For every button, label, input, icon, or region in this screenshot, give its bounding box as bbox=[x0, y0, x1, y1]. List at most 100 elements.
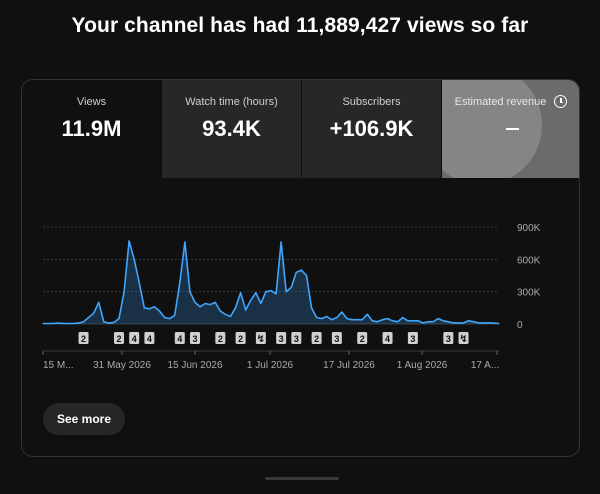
data-point bbox=[204, 302, 206, 305]
data-point bbox=[381, 319, 384, 321]
upload-marker bbox=[235, 332, 246, 344]
data-point bbox=[346, 318, 348, 320]
data-point bbox=[108, 322, 110, 324]
data-point bbox=[280, 241, 282, 243]
data-point bbox=[376, 321, 378, 323]
data-point bbox=[371, 320, 373, 322]
y-tick-label: 300K bbox=[517, 288, 541, 299]
upload-count: 2 bbox=[314, 334, 319, 344]
data-point bbox=[473, 321, 475, 323]
y-tick-label: 900K bbox=[517, 223, 541, 234]
data-point bbox=[62, 322, 64, 324]
upload-count: 4 bbox=[385, 334, 390, 344]
shorts-icon: ↯ bbox=[459, 334, 467, 345]
data-point bbox=[255, 292, 257, 294]
x-tick-label: 15 M... bbox=[43, 360, 74, 371]
data-point bbox=[143, 307, 145, 309]
upload-marker bbox=[407, 332, 418, 344]
upload-marker bbox=[382, 332, 393, 344]
upload-count: 3 bbox=[334, 334, 339, 344]
x-tick-label: 17 Jul 2026 bbox=[323, 360, 375, 371]
data-point bbox=[164, 316, 166, 319]
upload-count: 3 bbox=[279, 334, 284, 344]
analytics-card: Views 11.9M Watch time (hours) 93.4K Sub… bbox=[21, 79, 580, 457]
data-point bbox=[128, 240, 130, 242]
data-point bbox=[285, 291, 287, 293]
data-point bbox=[113, 321, 115, 323]
data-point bbox=[321, 318, 323, 320]
data-point bbox=[118, 318, 120, 320]
tab-watch-time[interactable]: Watch time (hours) 93.4K bbox=[162, 80, 302, 178]
data-point bbox=[47, 322, 49, 325]
revenue-label: Estimated revenue bbox=[454, 96, 547, 108]
data-point bbox=[174, 314, 176, 316]
data-point bbox=[341, 311, 343, 313]
data-point bbox=[224, 313, 226, 315]
series-area bbox=[43, 241, 499, 324]
data-point bbox=[209, 304, 211, 306]
data-point bbox=[392, 320, 394, 322]
watch-time-value: 93.4K bbox=[202, 116, 261, 141]
data-point bbox=[326, 315, 328, 318]
data-point bbox=[57, 322, 59, 324]
data-point bbox=[422, 322, 424, 324]
data-point bbox=[133, 258, 135, 260]
data-point bbox=[169, 318, 171, 320]
upload-marker bbox=[331, 332, 342, 344]
data-point bbox=[300, 269, 302, 271]
tab-estimated-revenue[interactable]: Estimated revenue bbox=[442, 80, 579, 178]
upload-marker bbox=[215, 332, 226, 344]
data-point bbox=[82, 321, 85, 323]
x-tick-label: 31 May 2026 bbox=[93, 360, 151, 371]
y-tick-label: 600K bbox=[517, 255, 541, 266]
data-point bbox=[305, 274, 308, 277]
upload-count: 2 bbox=[218, 334, 223, 344]
data-point bbox=[412, 320, 414, 322]
upload-count: 2 bbox=[238, 334, 243, 344]
watch-time-label: Watch time (hours) bbox=[185, 96, 278, 108]
data-point bbox=[493, 322, 495, 324]
data-point bbox=[265, 291, 267, 293]
subscribers-label: Subscribers bbox=[342, 96, 401, 108]
data-point bbox=[316, 316, 318, 319]
data-point bbox=[240, 292, 242, 294]
tab-subscribers[interactable]: Subscribers +106.9K bbox=[302, 80, 442, 178]
upload-marker bbox=[458, 332, 469, 344]
data-point bbox=[290, 286, 292, 288]
upload-marker bbox=[114, 332, 124, 344]
shorts-icon: ↯ bbox=[257, 334, 265, 345]
see-more-button[interactable]: See more bbox=[43, 403, 125, 435]
data-point bbox=[351, 319, 353, 321]
y-tick-label: 0 bbox=[517, 320, 523, 331]
data-point bbox=[432, 321, 434, 323]
data-point bbox=[88, 316, 90, 319]
data-point bbox=[138, 282, 140, 284]
data-point bbox=[199, 306, 201, 308]
upload-marker bbox=[291, 332, 302, 344]
upload-marker bbox=[78, 332, 89, 344]
revenue-unavailable-dash bbox=[505, 128, 519, 130]
data-point bbox=[275, 293, 277, 295]
upload-marker bbox=[311, 332, 322, 344]
upload-count: 3 bbox=[192, 334, 197, 344]
views-label: Views bbox=[76, 96, 107, 108]
data-point bbox=[158, 310, 161, 312]
subscribers-value: +106.9K bbox=[329, 116, 414, 141]
tab-views[interactable]: Views 11.9M bbox=[22, 80, 162, 178]
upload-count: 3 bbox=[294, 334, 299, 344]
upload-marker bbox=[443, 332, 454, 344]
data-point bbox=[260, 302, 262, 305]
data-point bbox=[447, 321, 449, 323]
data-point bbox=[427, 321, 429, 323]
data-point bbox=[478, 322, 480, 324]
data-point bbox=[189, 291, 191, 293]
home-indicator bbox=[265, 477, 339, 480]
data-point bbox=[123, 291, 125, 293]
data-point bbox=[452, 322, 454, 324]
data-point bbox=[366, 313, 368, 315]
upload-count: 2 bbox=[81, 334, 86, 344]
data-point bbox=[245, 309, 247, 311]
upload-marker bbox=[174, 332, 185, 344]
data-point bbox=[437, 318, 439, 320]
